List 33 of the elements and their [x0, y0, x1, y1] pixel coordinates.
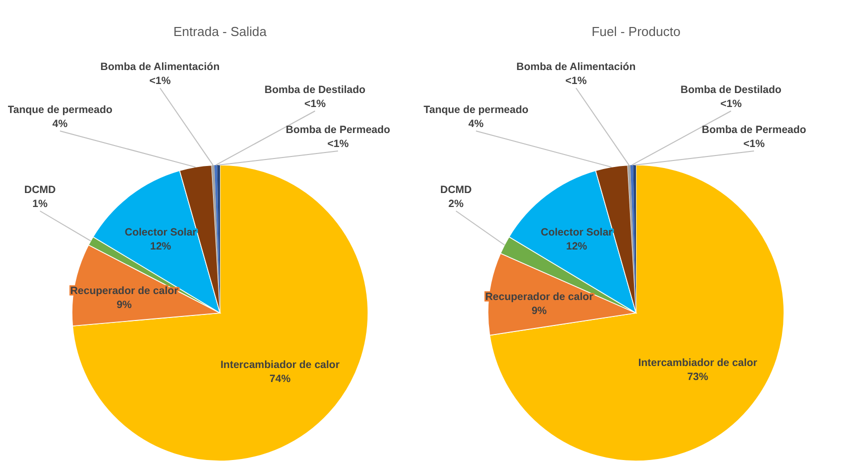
slice-label: Tanque de permeado — [424, 104, 528, 116]
slice-label: Intercambiador de calor — [638, 357, 758, 370]
data-label: 4% — [52, 118, 68, 130]
slice-label: Colector Solar — [540, 226, 613, 238]
pie-slice — [72, 164, 368, 462]
data-label: 74% — [270, 372, 292, 385]
data-label: 2% — [448, 198, 464, 210]
data-label: <1% — [304, 98, 326, 110]
data-label: <1% — [743, 138, 766, 150]
slice-label: Bomba de Alimentación — [100, 61, 220, 73]
data-label: <1% — [149, 75, 172, 87]
slice-label: Bomba de Permeado — [702, 124, 806, 136]
data-label: 1% — [32, 198, 48, 210]
chart-title: Fuel - Producto — [592, 24, 680, 39]
slice-label: Tanque de permeado — [8, 104, 112, 116]
data-label: <1% — [565, 75, 588, 87]
data-label: 9% — [532, 305, 548, 318]
slice-label: Bomba de Destilado — [264, 84, 366, 96]
slice-label: Bomba de Permeado — [286, 124, 390, 136]
data-label: 12% — [566, 240, 588, 252]
slice-label: DCMD — [440, 184, 472, 196]
data-label: 73% — [687, 371, 709, 384]
slice-label: Colector Solar — [124, 226, 197, 238]
data-label: 4% — [468, 118, 484, 130]
slice-label: Bomba de Alimentación — [516, 61, 636, 73]
data-label: <1% — [720, 98, 742, 110]
slice-label: Intercambiador de calor — [220, 358, 340, 371]
slice-label: Bomba de Destilado — [680, 84, 782, 96]
data-label: 12% — [150, 240, 172, 252]
data-label: 9% — [116, 299, 132, 312]
data-label: <1% — [327, 138, 350, 150]
chart-title: Entrada - Salida — [173, 24, 268, 39]
slice-label: DCMD — [24, 184, 56, 196]
